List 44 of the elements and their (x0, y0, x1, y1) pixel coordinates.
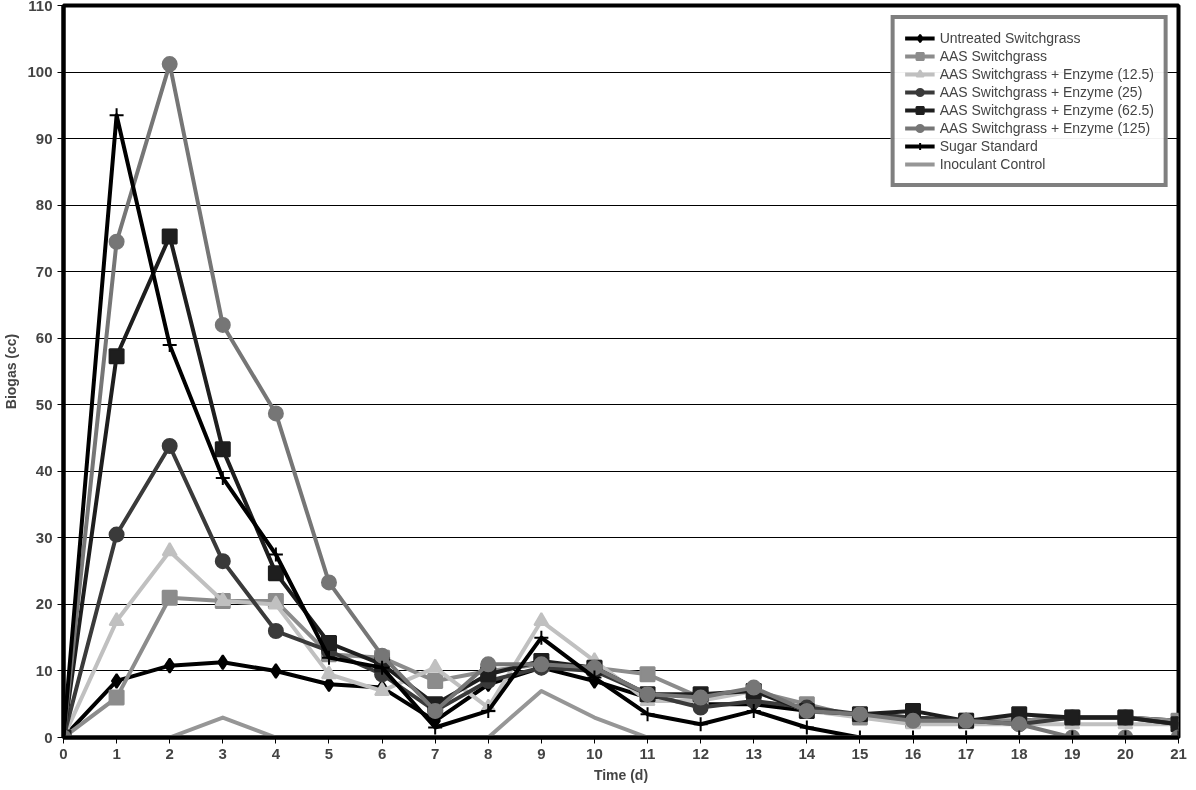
x-tick-label: 11 (639, 744, 656, 762)
y-tick-label: 30 (35, 528, 53, 546)
x-tick-label: 17 (957, 744, 975, 762)
x-tick-label: 2 (165, 744, 174, 762)
y-tick-label: 0 (44, 728, 53, 746)
y-tick-label: 80 (35, 196, 53, 214)
x-tick-label: 21 (1170, 744, 1187, 762)
y-tick-label: 60 (35, 329, 53, 347)
legend-label: AAS Switchgrass (939, 47, 1047, 65)
x-tick-label: 14 (798, 744, 816, 762)
legend-label: Untreated Switchgrass (939, 29, 1081, 47)
x-tick-label: 3 (218, 744, 227, 762)
x-tick-label: 8 (484, 744, 493, 762)
y-axis-title: Biogas (cc) (3, 333, 20, 410)
x-tick-label: 9 (537, 744, 546, 762)
y-tick-label: 100 (27, 63, 53, 81)
x-tick-label: 19 (1063, 744, 1081, 762)
legend-label: Inoculant Control (939, 155, 1046, 173)
x-tick-label: 7 (431, 744, 440, 762)
y-tick-label: 40 (35, 462, 53, 480)
x-tick-label: 13 (745, 744, 763, 762)
x-tick-label: 16 (904, 744, 922, 762)
y-tick-label: 110 (28, 0, 53, 14)
x-axis-title: Time (d) (593, 766, 649, 783)
legend-label: AAS Switchgrass + Enzyme (25) (939, 83, 1143, 101)
x-tick-label: 18 (1010, 744, 1028, 762)
x-tick-label: 0 (59, 744, 68, 762)
legend-label: AAS Switchgrass + Enzyme (125) (939, 119, 1151, 137)
x-tick-label: 10 (586, 744, 603, 762)
x-tick-label: 20 (1117, 744, 1134, 762)
x-tick-label: 6 (377, 744, 387, 762)
y-tick-label: 90 (35, 129, 53, 147)
y-tick-label: 10 (35, 661, 53, 679)
x-tick-label: 1 (112, 744, 121, 762)
y-tick-label: 20 (35, 595, 53, 613)
y-tick-label: 50 (35, 395, 53, 413)
legend-label: AAS Switchgrass + Enzyme (62.5) (939, 101, 1154, 119)
y-tick-label: 70 (35, 262, 53, 280)
x-tick-label: 15 (851, 744, 869, 762)
legend-label: AAS Switchgrass + Enzyme (12.5) (939, 65, 1154, 83)
legend-label: Sugar Standard (939, 137, 1038, 155)
x-tick-label: 5 (324, 744, 334, 762)
x-tick-label: 12 (692, 744, 709, 762)
x-tick-label: 4 (271, 744, 281, 762)
